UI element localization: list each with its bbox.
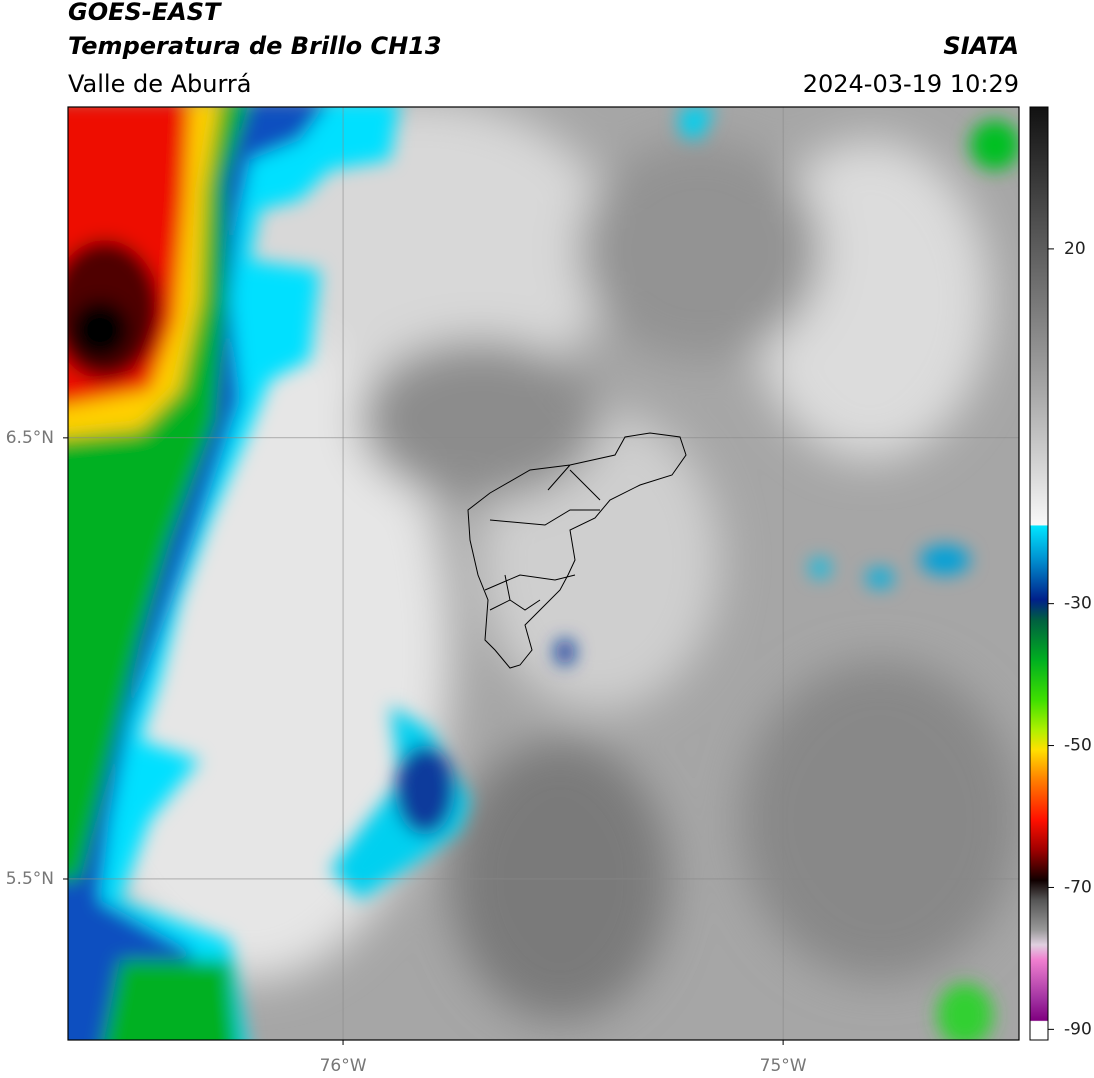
- colorbar: [1029, 106, 1049, 1041]
- lon-label: 75°W: [760, 1056, 807, 1076]
- colorbar-label: -50: [1064, 736, 1092, 756]
- source: SIATA: [943, 32, 1019, 60]
- lat-label: 6.5°N: [6, 428, 54, 448]
- colorbar-label: 20: [1064, 239, 1086, 259]
- lon-label: 76°W: [320, 1056, 367, 1076]
- datetime: 2024-03-19 10:29: [803, 70, 1019, 98]
- map-frame: [67, 106, 1020, 1041]
- lat-label: 5.5°N: [6, 869, 54, 889]
- satellite-image: [68, 107, 1019, 1040]
- colorbar-label: -70: [1064, 877, 1092, 897]
- valley-boundary: [467, 432, 687, 669]
- title: GOES-EAST: [68, 0, 222, 26]
- colorbar-label: -30: [1064, 594, 1092, 614]
- colorbar-label: -90: [1064, 1019, 1092, 1039]
- subtitle: Temperatura de Brillo CH13: [68, 32, 442, 60]
- region: Valle de Aburrá: [68, 70, 252, 98]
